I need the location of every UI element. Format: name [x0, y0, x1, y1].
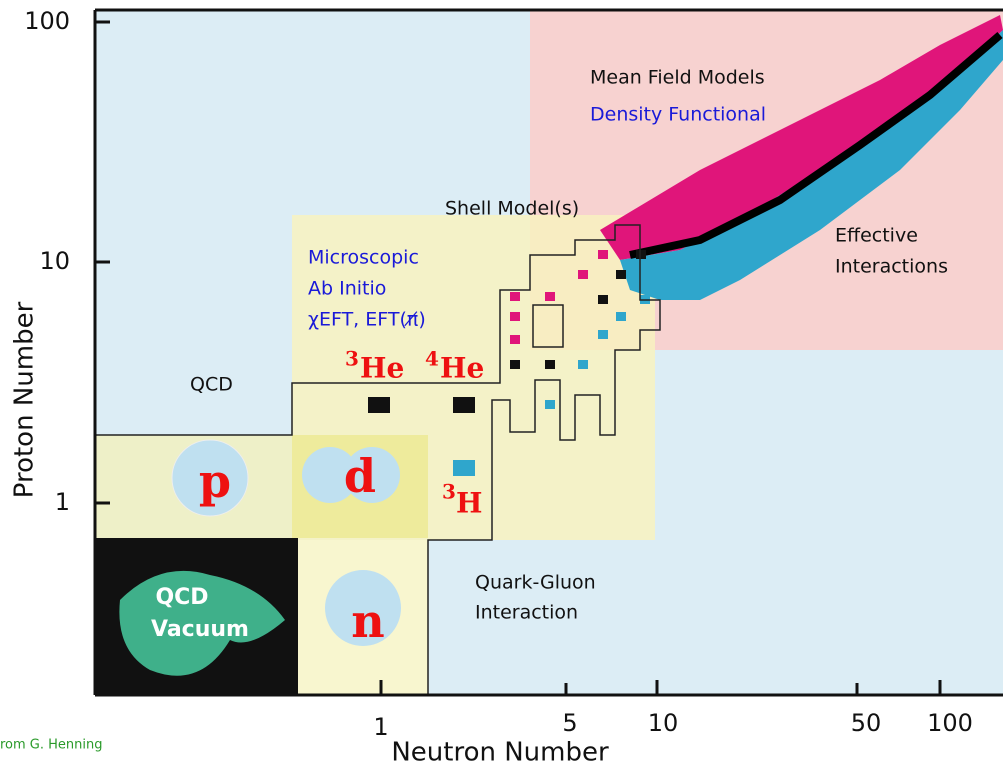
y-tick-label: 100 [24, 7, 70, 35]
he3-mark [368, 397, 390, 413]
x-tick-label: 1 [373, 713, 388, 741]
mass-number: 4 [425, 347, 439, 371]
y-axis-label: Proton Number [10, 301, 40, 498]
region-label: Density Functional [590, 104, 766, 126]
y-tick-label: 1 [55, 488, 70, 516]
nucleus-symbol: He [360, 352, 404, 385]
region-label: χEFT, EFT(π̸) [308, 309, 426, 331]
region-label: Microscopic [308, 247, 419, 269]
he4-mark [453, 397, 475, 413]
region-label: Mean Field Models [590, 67, 765, 89]
region-label: Ab Initio [308, 278, 386, 300]
region-label: Shell Model(s) [445, 198, 579, 220]
nucleus-label: d [344, 449, 376, 503]
nucleus-symbol: H [456, 487, 482, 520]
region-label: Quark-Gluon [475, 572, 596, 594]
region-label: Effective [835, 225, 918, 247]
region-label: QCD [190, 374, 233, 396]
x-tick-label: 10 [648, 709, 679, 737]
nucleus-symbol: He [440, 352, 484, 385]
region-label: Interactions [835, 256, 948, 278]
nucleus-label: n [351, 594, 384, 648]
x-tick-label: 50 [851, 709, 882, 737]
x-tick-label: 5 [562, 709, 577, 737]
diagram: 100 10 1 1 5 10 50 100 Neutron Number Pr… [0, 0, 1003, 769]
region-label: Vacuum [151, 617, 249, 642]
y-tick-label: 10 [39, 247, 70, 275]
region-label: QCD [155, 585, 208, 610]
x-tick-label: 100 [927, 709, 973, 737]
h3-mark [453, 460, 475, 476]
credit: rom G. Henning [0, 738, 103, 753]
mass-number: 3 [442, 480, 456, 504]
region-label: Interaction [475, 602, 578, 624]
mass-number: 3 [345, 347, 359, 371]
nucleus-label: p [199, 454, 231, 508]
x-axis-label: Neutron Number [391, 738, 609, 768]
